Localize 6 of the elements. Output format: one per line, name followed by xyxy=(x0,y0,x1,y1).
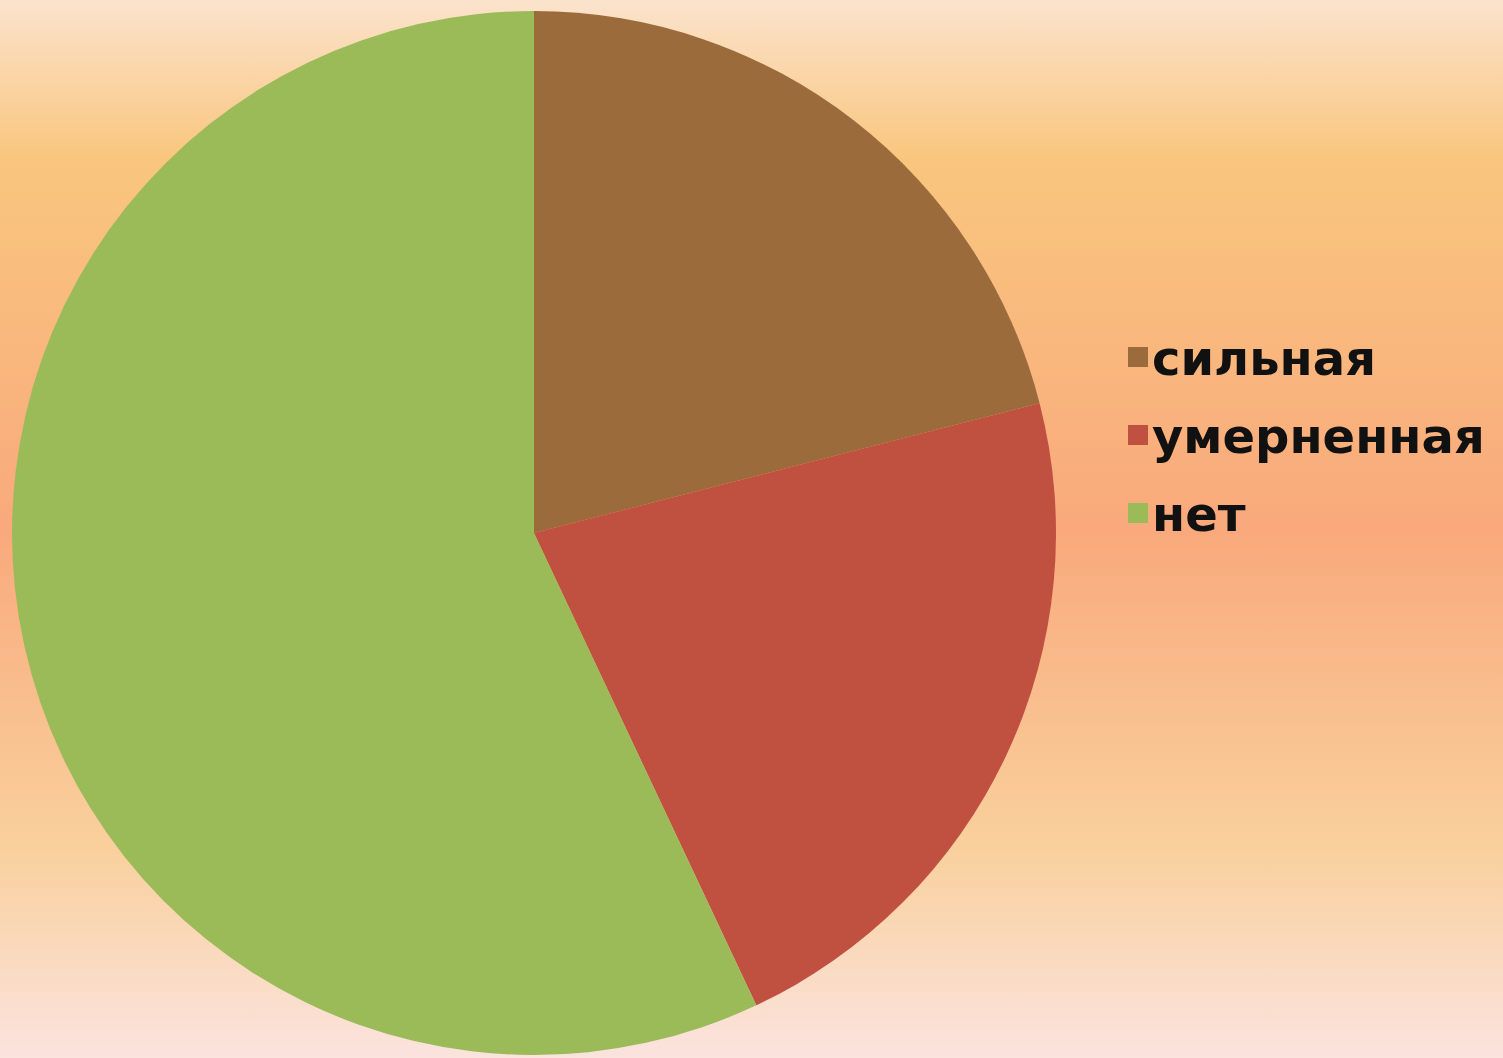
legend-label: сильная xyxy=(1152,330,1376,386)
legend-label: нет xyxy=(1152,486,1246,542)
pie-slice xyxy=(12,11,757,1055)
pie-slice xyxy=(534,11,1040,533)
legend-label: умерненная xyxy=(1152,408,1485,464)
pie-slice xyxy=(534,403,1056,1006)
